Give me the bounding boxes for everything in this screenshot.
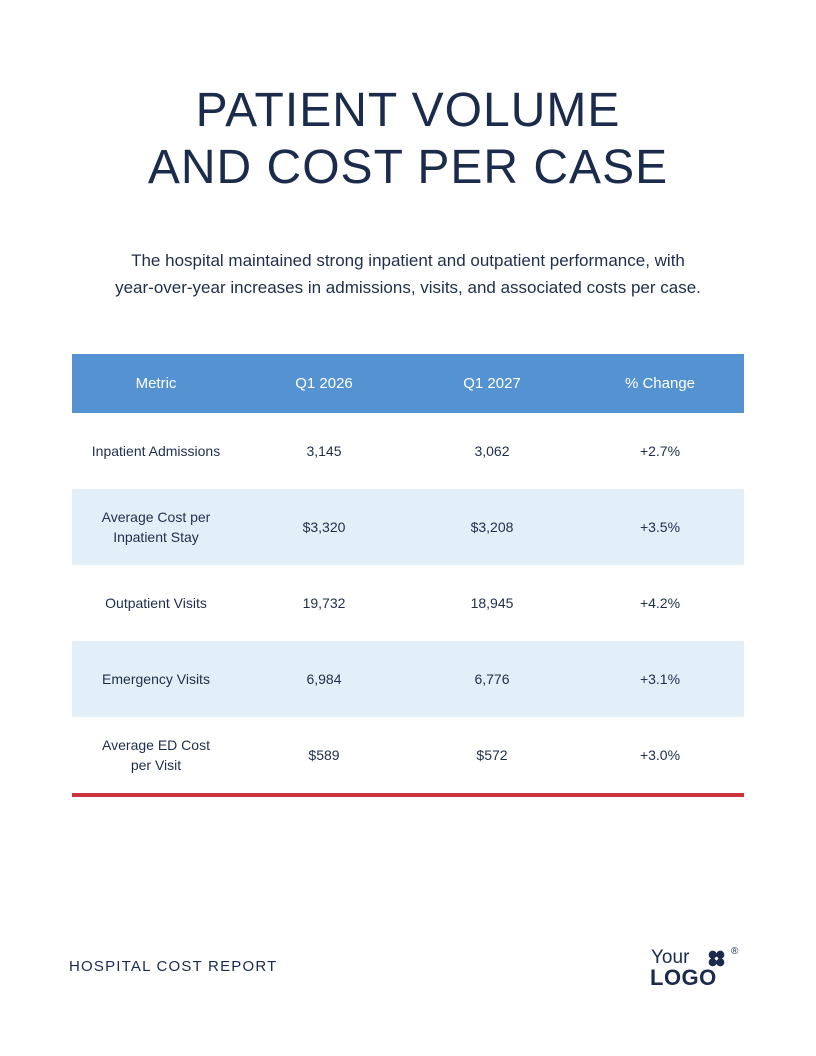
metrics-table: Metric Q1 2026 Q1 2027 % Change Inpatien… (72, 354, 744, 793)
q1-2027-cell: $572 (476, 747, 508, 763)
q1-2027-cell: 6,776 (408, 641, 576, 717)
table-row: Average ED Cost per Visit $589 $572 +3.0… (72, 717, 744, 793)
metric-name-cell: Average Cost per Inpatient Stay (72, 489, 240, 565)
q1-2026-cell: 3,145 (306, 443, 342, 459)
table-row: Average Cost per Inpatient Stay $3,320 $… (72, 489, 744, 565)
column-header-percent-change: % Change (576, 354, 744, 413)
page-title: PATIENT VOLUME AND COST PER CASE (0, 82, 816, 196)
table-bottom-rule (72, 793, 744, 797)
q1-2026-cell: $589 (308, 747, 340, 763)
metric-name-cell: Outpatient Visits (105, 595, 207, 611)
q1-2026-cell: 6,984 (240, 641, 408, 717)
metric-name-cell: Inpatient Admissions (91, 443, 221, 459)
column-header-q1-2027: Q1 2027 (408, 354, 576, 413)
table-row: Emergency Visits 6,984 6,776 +3.1% (72, 641, 744, 717)
table-row: Inpatient Admissions 3,145 3,062 +2.7% (72, 413, 744, 489)
q1-2027-cell: 18,945 (470, 595, 514, 611)
logo-clover-icon (708, 950, 725, 967)
percent-change-cell: +4.2% (639, 595, 681, 611)
column-header-q1-2026: Q1 2026 (240, 354, 408, 413)
percent-change-cell: +2.7% (639, 443, 681, 459)
intro-line-2: year-over-year increases in admissions, … (115, 278, 701, 297)
table-row: Outpatient Visits 19,732 18,945 +4.2% (72, 565, 744, 641)
q1-2027-cell: $3,208 (408, 489, 576, 565)
report-footer-label: HOSPITAL COST REPORT (69, 958, 278, 975)
q1-2026-cell: $3,320 (240, 489, 408, 565)
page-title-line-1: PATIENT VOLUME (195, 84, 621, 137)
intro-line-1: The hospital maintained strong inpatient… (131, 251, 685, 270)
column-header-metric: Metric (72, 354, 240, 413)
logo-text-top: Your (651, 947, 690, 968)
table-header-row: Metric Q1 2026 Q1 2027 % Change (72, 354, 744, 413)
q1-2027-cell: 3,062 (474, 443, 510, 459)
logo-text-bottom: LOGO (650, 965, 717, 990)
q1-2026-cell: 19,732 (302, 595, 346, 611)
percent-change-cell: +3.5% (576, 489, 744, 565)
metric-name-cell: Average ED Cost per Visit (102, 737, 210, 773)
percent-change-cell: +3.1% (576, 641, 744, 717)
registered-mark-icon: ® (731, 946, 739, 957)
intro-paragraph: The hospital maintained strong inpatient… (80, 247, 736, 301)
metric-name-cell: Emergency Visits (72, 641, 240, 717)
company-logo: Your ® LOGO (650, 946, 746, 992)
percent-change-cell: +3.0% (639, 747, 681, 763)
page-title-line-2: AND COST PER CASE (147, 141, 669, 194)
